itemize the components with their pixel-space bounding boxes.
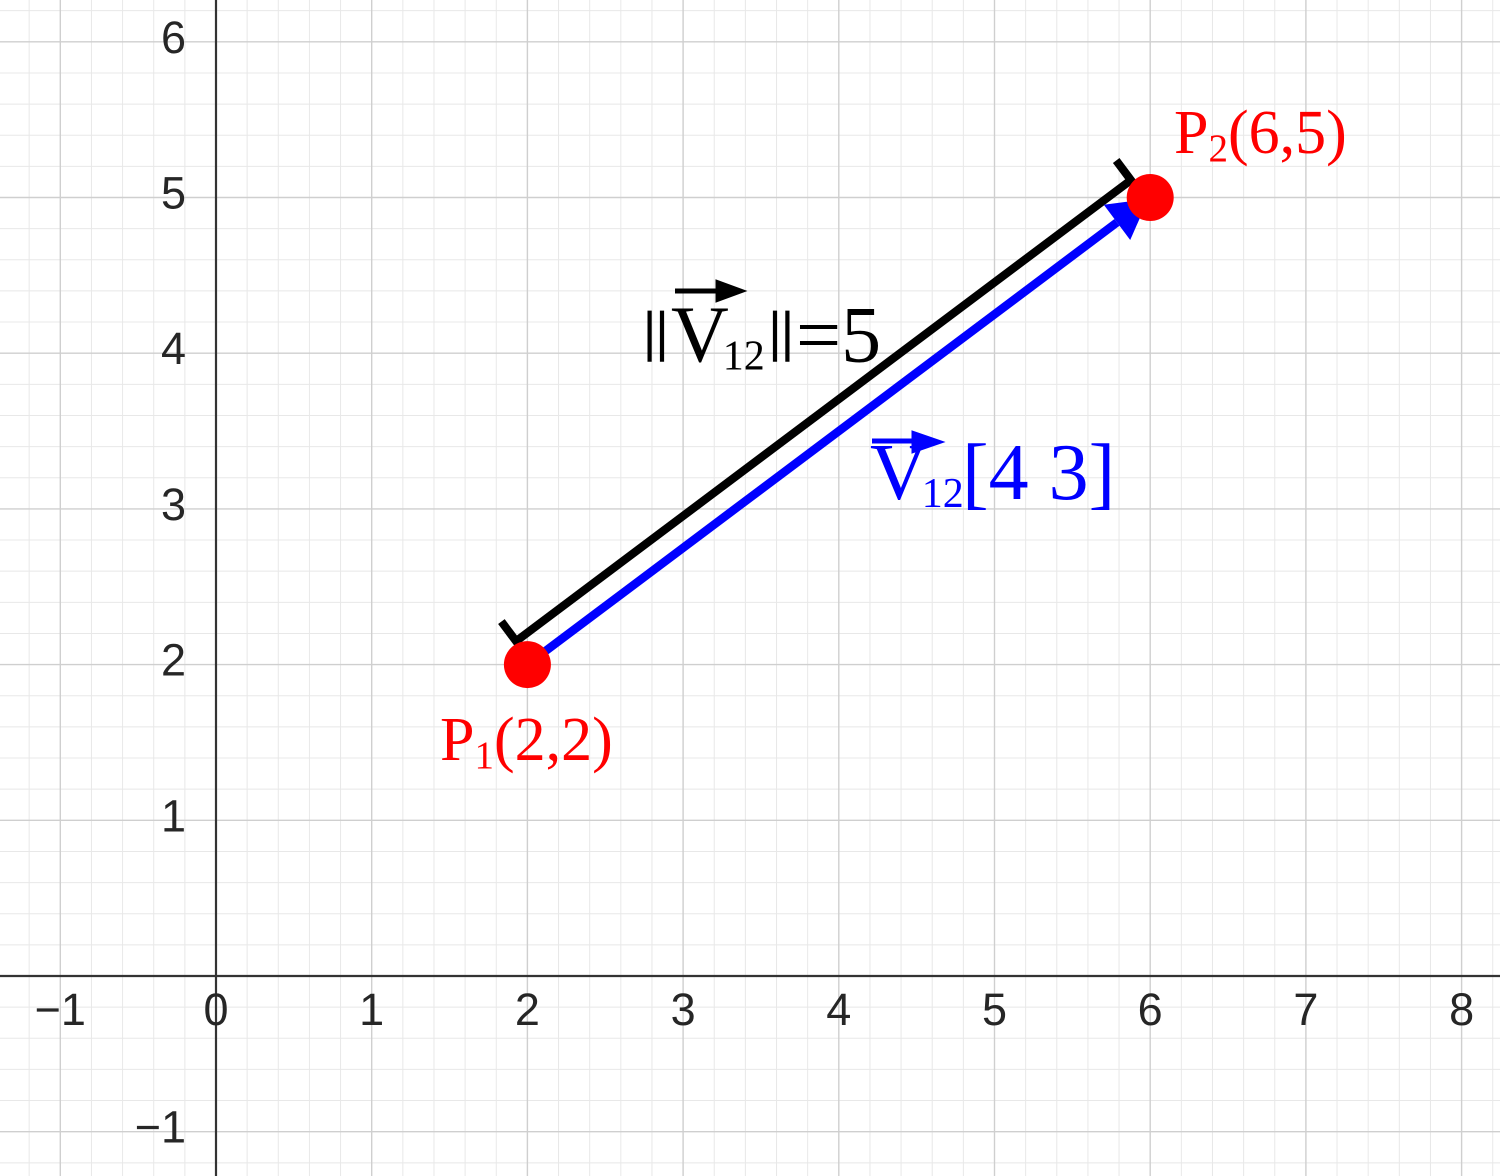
svg-text:6: 6 [161, 12, 186, 63]
svg-text:7: 7 [1293, 984, 1318, 1035]
svg-text:8: 8 [1449, 984, 1474, 1035]
svg-text:3: 3 [671, 984, 696, 1035]
svg-text:P1(2,2): P1(2,2) [440, 706, 613, 777]
svg-text:P2(6,5): P2(6,5) [1174, 99, 1347, 170]
svg-text:5: 5 [982, 984, 1007, 1035]
svg-text:4: 4 [161, 323, 186, 374]
svg-text:=5: =5 [796, 292, 881, 380]
svg-text:2: 2 [161, 635, 186, 686]
svg-text:4: 4 [826, 984, 851, 1035]
svg-text:0: 0 [203, 984, 228, 1035]
svg-text:6: 6 [1138, 984, 1163, 1035]
svg-text:−1: −1 [135, 1102, 186, 1153]
svg-text:[4 3]: [4 3] [962, 429, 1115, 517]
svg-text:1: 1 [359, 984, 384, 1035]
svg-text:5: 5 [161, 168, 186, 219]
svg-text:−1: −1 [35, 984, 86, 1035]
svg-text:2: 2 [515, 984, 540, 1035]
svg-text:1: 1 [161, 790, 186, 841]
svg-text:3: 3 [161, 479, 186, 530]
